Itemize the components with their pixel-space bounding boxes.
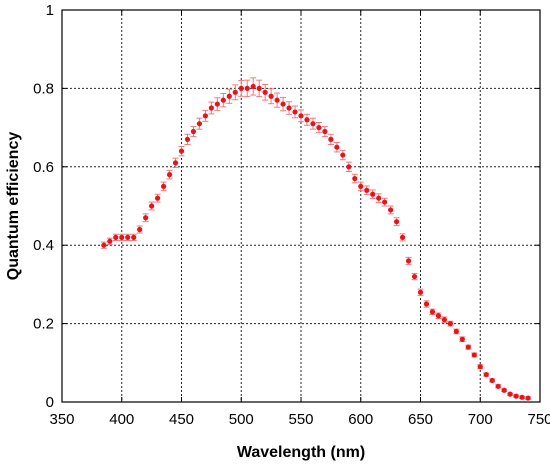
data-point [160, 183, 167, 189]
data-point [340, 152, 346, 158]
data-point [226, 93, 232, 99]
data-point [238, 85, 244, 91]
data-point [250, 83, 256, 90]
data-point [107, 238, 113, 244]
data-point [501, 387, 507, 393]
data-point [232, 89, 238, 95]
data-point [417, 289, 424, 295]
x-tick-label: 450 [169, 411, 194, 428]
y-tick-label: 0.4 [33, 237, 54, 254]
data-point [352, 175, 358, 182]
data-point [447, 321, 453, 327]
data-point [399, 234, 406, 240]
grid [62, 10, 540, 402]
data-point [423, 301, 430, 307]
data-point [268, 93, 274, 99]
data-point [298, 113, 304, 119]
data-points [101, 83, 531, 401]
data-point [364, 187, 370, 193]
data-point [101, 242, 107, 248]
data-point [453, 328, 459, 335]
data-point [519, 394, 525, 400]
x-tick-label: 400 [109, 411, 134, 428]
data-point [525, 395, 531, 401]
y-tick-label: 1 [46, 2, 54, 19]
x-tick-label: 550 [288, 411, 313, 428]
data-point [143, 215, 149, 221]
data-point [208, 105, 214, 111]
data-point [166, 172, 173, 178]
data-point [465, 344, 471, 350]
data-point [513, 393, 519, 399]
y-tick-label: 0 [46, 394, 54, 411]
data-point [244, 85, 250, 91]
data-point [328, 136, 334, 142]
x-tick-label: 500 [229, 411, 254, 428]
x-axis-label: Wavelength (nm) [237, 444, 365, 461]
data-point [346, 164, 352, 170]
data-point [382, 199, 388, 205]
data-point [113, 234, 119, 240]
data-point [220, 97, 226, 103]
data-point [370, 191, 376, 197]
data-point [471, 352, 477, 358]
data-point [405, 258, 412, 264]
data-point [441, 317, 447, 323]
data-point [376, 195, 382, 201]
y-axis-label: Quantum efficiency [5, 132, 22, 281]
data-point [137, 226, 143, 233]
error-bars [100, 77, 532, 400]
data-point [483, 371, 489, 378]
data-point [292, 109, 298, 115]
x-tick-label: 350 [49, 411, 74, 428]
data-point [310, 121, 316, 127]
data-point [149, 203, 155, 209]
data-point [214, 101, 220, 107]
data-point [274, 97, 280, 103]
data-point [184, 136, 191, 142]
data-point [262, 89, 268, 95]
data-point [119, 234, 125, 240]
x-tick-label: 750 [527, 411, 550, 428]
x-tick-label: 700 [468, 411, 493, 428]
data-point [411, 273, 418, 280]
data-point [190, 128, 197, 135]
y-axis-ticks: 0 0.2 0.4 0.6 0.8 1 [33, 2, 540, 411]
data-point [256, 85, 262, 91]
data-point [280, 101, 286, 107]
data-point [155, 195, 161, 201]
data-point [178, 148, 185, 154]
y-tick-label: 0.6 [33, 159, 54, 176]
data-point [334, 144, 340, 150]
data-point [304, 117, 310, 123]
x-tick-label: 650 [408, 411, 433, 428]
data-point [394, 219, 400, 225]
data-point [196, 121, 203, 127]
data-point [507, 391, 513, 397]
data-point [435, 313, 442, 319]
data-point [286, 105, 292, 111]
data-point [429, 309, 436, 315]
data-point [495, 383, 501, 389]
y-tick-label: 0.8 [33, 80, 54, 97]
data-point [322, 128, 328, 135]
data-point [489, 377, 495, 384]
data-point [459, 336, 465, 342]
data-point [477, 364, 483, 370]
x-axis-ticks: 350 400 450 500 550 600 650 700 750 [49, 10, 550, 428]
data-point [202, 113, 208, 119]
x-tick-label: 600 [348, 411, 373, 428]
y-tick-label: 0.2 [33, 316, 54, 333]
data-point [125, 234, 131, 240]
data-point [131, 234, 137, 240]
plot-frame [61, 9, 541, 403]
data-point [172, 160, 179, 166]
data-point [316, 125, 322, 131]
data-point [358, 183, 364, 189]
data-point [388, 207, 394, 213]
